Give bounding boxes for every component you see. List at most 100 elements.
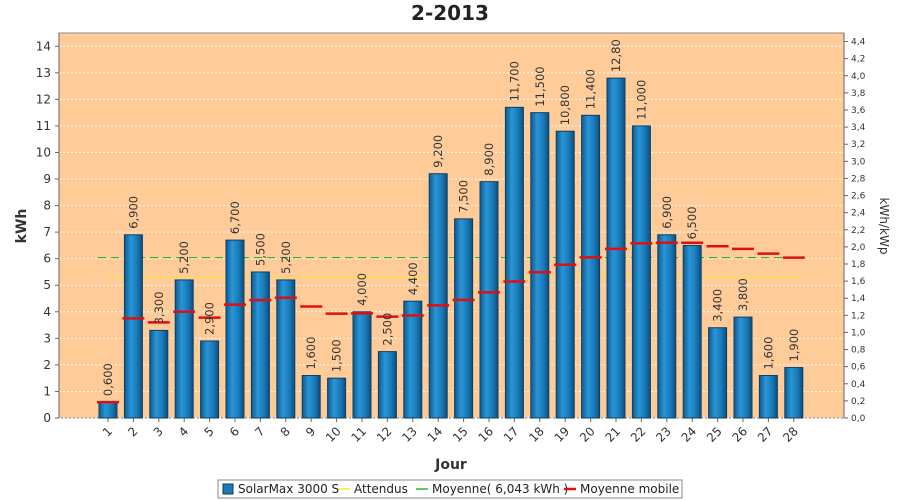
bar xyxy=(123,234,143,419)
legend-label: SolarMax 3000 S xyxy=(238,482,339,496)
y-right-tick-label: 2,8 xyxy=(851,174,866,184)
x-tick-label: 10 xyxy=(323,424,344,445)
bar xyxy=(631,125,651,419)
y-right-tick-label: 1,8 xyxy=(851,260,866,270)
bar xyxy=(250,271,270,419)
y-axis-title: kWh xyxy=(14,209,30,244)
y-right-tick-label: 1,6 xyxy=(851,277,866,287)
x-tick-label: 13 xyxy=(399,424,420,445)
x-tick-label: 24 xyxy=(679,424,700,445)
x-tick-label: 28 xyxy=(780,424,801,445)
y-right-tick-label: 3,8 xyxy=(851,89,866,99)
y-right-tick-label: 2,2 xyxy=(851,226,865,236)
data-label: 12,80 xyxy=(609,39,623,72)
data-label: 4,400 xyxy=(406,262,420,295)
x-tick-label: 4 xyxy=(176,424,191,439)
bar xyxy=(708,327,728,419)
data-label: 3,300 xyxy=(152,291,166,324)
y-right-tick-label: 3,6 xyxy=(851,106,866,116)
legend: SolarMax 3000 S Attendus Moyenne( 6,043 kW… xyxy=(217,479,683,499)
y-right-tick-label: 4,4 xyxy=(851,38,866,48)
y-tick-label: 10 xyxy=(36,145,51,159)
data-label: 1,600 xyxy=(304,337,318,370)
bar xyxy=(733,316,753,419)
x-tick-label: 17 xyxy=(501,424,522,445)
data-label: 11,500 xyxy=(533,66,547,106)
chart-title: 2-2013 xyxy=(411,1,489,25)
x-tick-label: 21 xyxy=(602,424,623,445)
x-tick-label: 1 xyxy=(100,424,115,439)
x-tick-label: 6 xyxy=(227,424,242,439)
legend-label: Moyenne( 6,043 kWh ) xyxy=(432,482,568,496)
bar xyxy=(530,112,550,419)
x-tick-label: 16 xyxy=(475,424,496,445)
x-tick-label: 15 xyxy=(450,424,471,445)
y-right-tick-label: 1,0 xyxy=(851,328,866,338)
y-tick-label: 1 xyxy=(43,384,51,398)
data-label: 6,900 xyxy=(126,196,140,229)
legend-swatch-bar xyxy=(222,483,234,495)
x-tick-label: 2 xyxy=(125,424,140,439)
bar xyxy=(377,351,397,419)
y-right-tick-label: 2,0 xyxy=(851,243,866,253)
bar xyxy=(682,244,702,419)
y-tick-label: 14 xyxy=(36,39,51,53)
x-tick-label: 9 xyxy=(303,424,318,439)
y-right-tick-label: 3,0 xyxy=(851,157,866,167)
y-tick-label: 5 xyxy=(43,278,51,292)
data-label: 5,200 xyxy=(177,241,191,274)
y-right-tick-label: 3,4 xyxy=(851,123,866,133)
bar xyxy=(555,130,575,419)
y-right-tick-label: 0,6 xyxy=(851,363,866,373)
y-right-tick-label: 0,0 xyxy=(851,414,866,424)
x-tick-label: 8 xyxy=(278,424,293,439)
bar xyxy=(657,234,677,419)
y-right-tick-label: 2,4 xyxy=(851,209,866,219)
y-right-tick-label: 0,2 xyxy=(851,397,865,407)
y-right-tick-label: 4,0 xyxy=(851,72,866,82)
bar xyxy=(352,311,372,419)
x-tick-label: 7 xyxy=(252,424,267,439)
x-tick-label: 14 xyxy=(425,424,446,445)
data-label: 4,000 xyxy=(355,273,369,306)
x-axis-title: Jour xyxy=(434,457,467,473)
bar xyxy=(98,401,118,419)
bar xyxy=(301,375,321,419)
data-label: 11,400 xyxy=(584,69,598,109)
x-tick-label: 27 xyxy=(755,424,776,445)
data-label: 6,700 xyxy=(228,201,242,234)
y-tick-label: 0 xyxy=(43,411,51,425)
x-axis: 1 2 3 4 5 6 7 8 9 10 11 12 13 14 15 16 17 18 19 20 21 22 23 24 2… xyxy=(100,418,801,445)
data-label: 0,600 xyxy=(101,363,115,396)
data-label: 3,400 xyxy=(711,289,725,322)
data-label: 8,900 xyxy=(482,143,496,176)
x-tick-label: 5 xyxy=(201,424,216,439)
x-tick-label: 25 xyxy=(704,424,725,445)
y-tick-label: 6 xyxy=(43,252,51,266)
x-tick-label: 20 xyxy=(577,424,598,445)
y-tick-label: 8 xyxy=(43,199,51,213)
y-tick-label: 4 xyxy=(43,305,51,319)
bar xyxy=(225,239,245,419)
bar-layer xyxy=(98,77,804,419)
moving-average-layer xyxy=(97,241,805,404)
data-label: 7,500 xyxy=(457,180,471,213)
y-tick-label: 7 xyxy=(43,225,51,239)
y-right-tick-label: 0,4 xyxy=(851,380,866,390)
bar xyxy=(504,106,524,419)
y-axis-right: 0,0 0,2 0,4 0,6 0,8 1,0 1,2 1,4 1,6 1,8 2,0 2,2 2,4 2… xyxy=(843,33,866,424)
bar xyxy=(758,375,778,419)
y-right-tick-label: 4,2 xyxy=(851,55,865,65)
data-label-layer: 0,600 6,900 3,300 5,200 2,900 6,700 5,500 5,200… xyxy=(101,39,801,396)
grid-layer xyxy=(59,45,844,419)
y-right-tick-label: 1,2 xyxy=(851,311,865,321)
x-tick-label: 3 xyxy=(151,424,166,439)
y-tick-label: 12 xyxy=(36,92,51,106)
data-label: 5,200 xyxy=(279,241,293,274)
data-label: 2,900 xyxy=(203,302,217,335)
bar xyxy=(479,181,499,419)
legend-label: Attendus xyxy=(354,482,408,496)
legend-box xyxy=(217,479,683,499)
data-label: 1,600 xyxy=(761,337,775,370)
